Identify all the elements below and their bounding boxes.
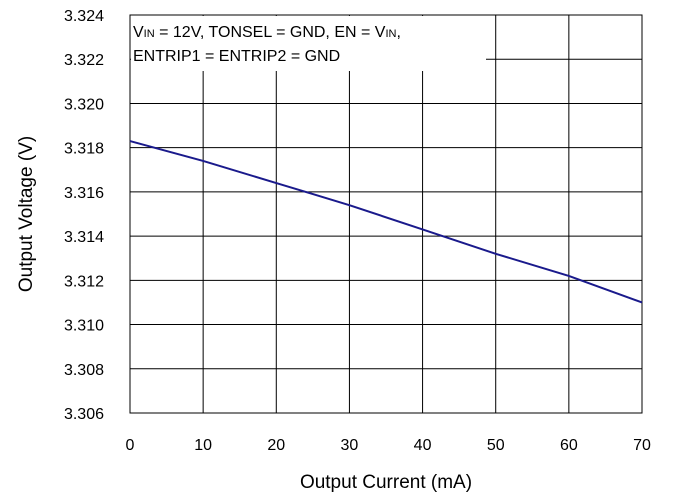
y-tick-label: 3.316: [64, 185, 104, 202]
x-tick-label: 70: [633, 437, 651, 454]
tick-labels: 0 10 20 30 40 50 60 70 3.306 3.308 3.310 3.312 3.314…: [64, 8, 651, 454]
y-tick-label: 3.322: [64, 52, 104, 69]
y-tick-label: 3.312: [64, 273, 104, 290]
plot-frame: [129, 14, 643, 414]
annotation-background: [131, 16, 486, 71]
x-tick-label: 40: [414, 437, 432, 454]
annotation-v: V: [133, 24, 144, 41]
annotation-in-subscript: IN: [144, 28, 155, 40]
annotation-line-1: VIN = 12V, TONSEL = GND, EN = VIN,: [133, 24, 401, 41]
x-tick-label: 20: [267, 437, 285, 454]
y-axis-title: Output Voltage (V): [16, 136, 37, 292]
x-tick-label: 60: [560, 437, 578, 454]
x-tick-label: 10: [194, 437, 212, 454]
data-series: [129, 140, 643, 304]
series-line: [129, 140, 643, 304]
y-tick-label: 3.320: [64, 96, 104, 113]
y-tick-label: 3.318: [64, 141, 104, 158]
grid-lines: [130, 15, 642, 413]
y-tick-label: 3.324: [64, 8, 104, 25]
annotation-in-subscript-2: IN: [385, 28, 396, 40]
annotation-line-2: ENTRIP1 = ENTRIP2 = GND: [133, 48, 340, 65]
annotation-mid: = 12V, TONSEL = GND, EN = V: [155, 24, 386, 41]
x-axis-title: Output Current (mA): [300, 472, 472, 493]
annotation-end: ,: [396, 24, 400, 41]
y-tick-label: 3.306: [64, 406, 104, 423]
x-tick-label: 0: [126, 437, 135, 454]
x-tick-label: 30: [341, 437, 359, 454]
y-tick-label: 3.314: [64, 229, 104, 246]
x-tick-label: 50: [487, 437, 505, 454]
y-tick-label: 3.308: [64, 362, 104, 379]
y-tick-label: 3.310: [64, 318, 104, 335]
